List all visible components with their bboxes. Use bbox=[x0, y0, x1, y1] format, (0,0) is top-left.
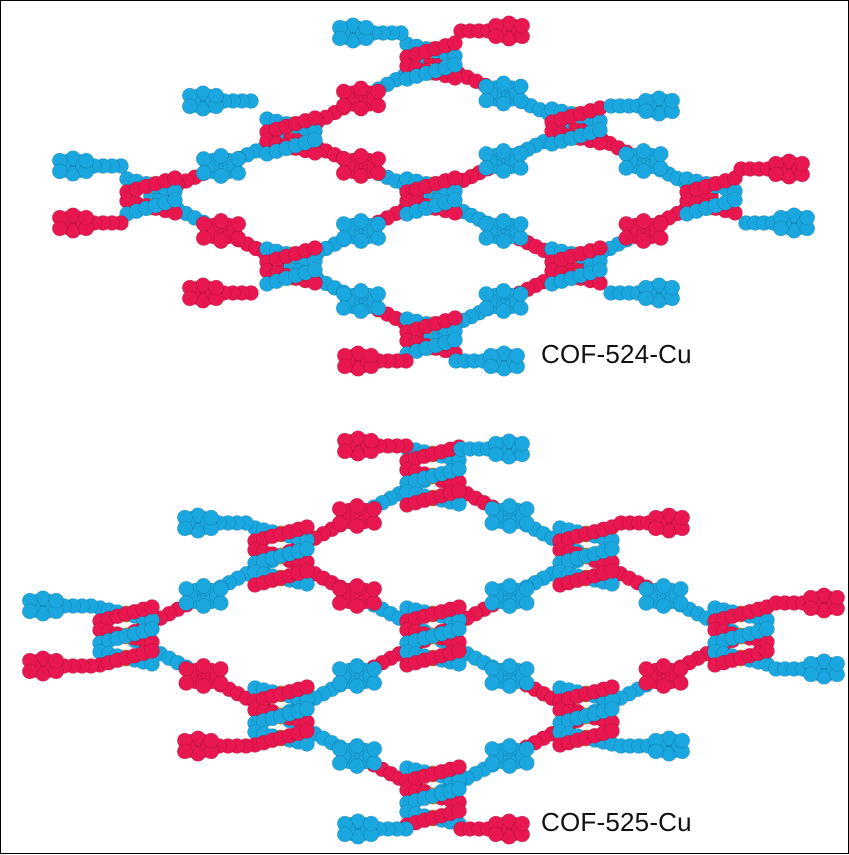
structure-label-cof-525-cu: COF-525-Cu bbox=[541, 807, 692, 837]
cof-524-cu-model bbox=[51, 15, 816, 377]
structure-label-cof-524-cu: COF-524-Cu bbox=[541, 339, 692, 369]
cof-525-cu-model bbox=[21, 430, 846, 845]
